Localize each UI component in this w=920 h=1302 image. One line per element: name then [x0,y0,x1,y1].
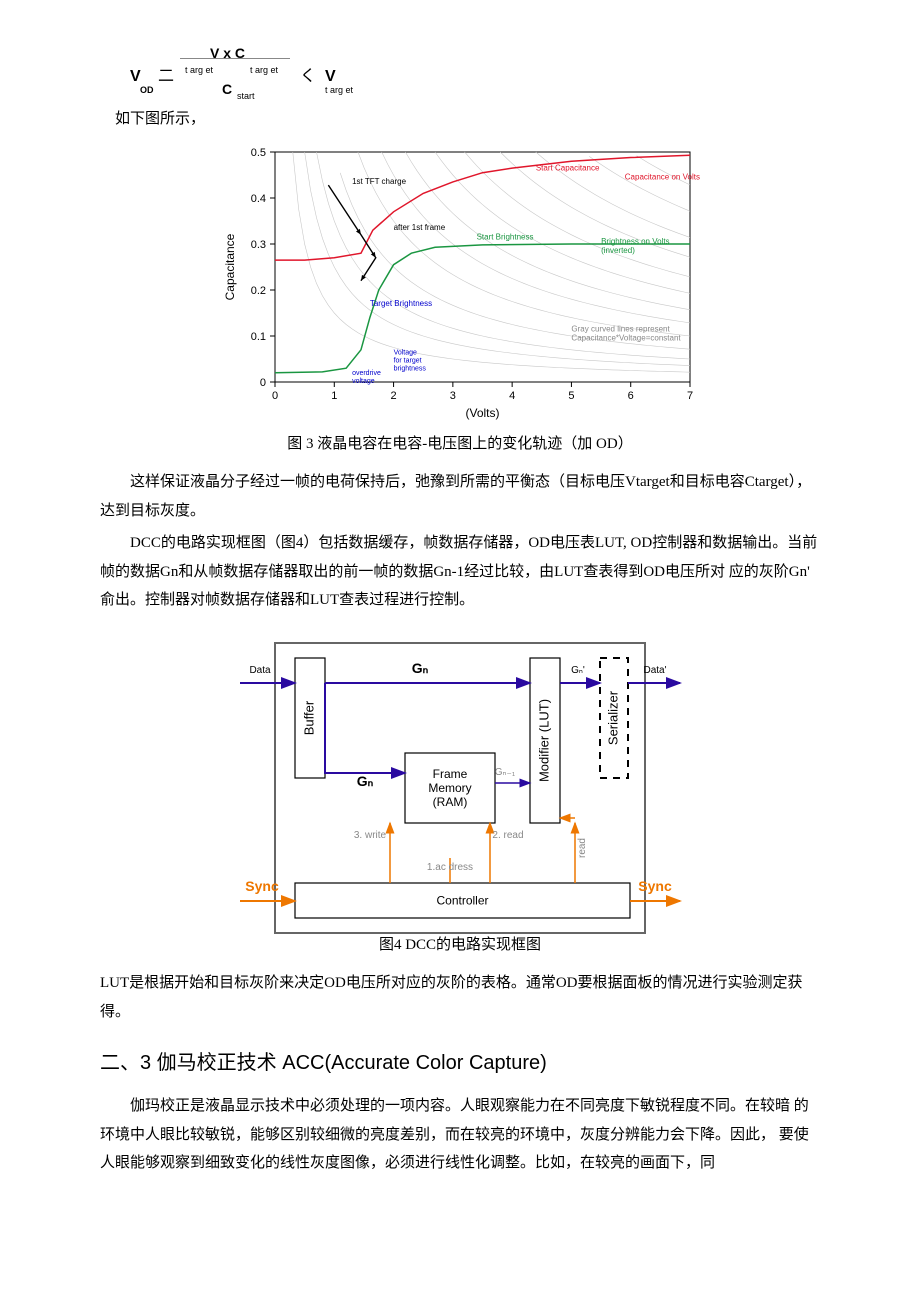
svg-text:0.4: 0.4 [251,193,266,205]
svg-text:Voltage: Voltage [394,349,417,356]
svg-text:0.3: 0.3 [251,239,266,251]
formula-start: start [237,88,255,105]
svg-text:after 1st frame: after 1st frame [394,223,446,232]
svg-text:Frame: Frame [433,767,468,781]
svg-text:Target Brightness: Target Brightness [370,299,432,308]
intro-text: 如下图所示， [100,105,820,134]
figure-3-caption: 图 3 液晶电容在电容-电压图上的变化轨迹（加 OD） [100,430,820,459]
svg-text:4: 4 [509,390,515,402]
svg-text:0.1: 0.1 [251,331,266,343]
svg-text:Memory: Memory [428,781,471,795]
svg-text:7: 7 [687,390,693,402]
svg-text:1st TFT charge: 1st TFT charge [352,177,407,186]
svg-text:Capacitance: Capacitance [223,233,237,300]
svg-text:Data: Data [249,665,271,676]
formula-od-sub: OD [140,82,154,99]
svg-text:0: 0 [272,390,278,402]
svg-text:5: 5 [568,390,574,402]
svg-text:Sync: Sync [638,878,672,894]
svg-text:2. read: 2. read [492,830,523,841]
svg-text:0.2: 0.2 [251,285,266,297]
svg-text:Gₙ: Gₙ [357,773,374,789]
svg-text:overdrive: overdrive [352,370,381,377]
figure-4-diagram: Buffer FrameMemory(RAM) Modifier (LUT) Seri… [100,623,820,943]
svg-text:Sync: Sync [245,878,279,894]
svg-text:Start Capacitance: Start Capacitance [536,163,600,172]
svg-text:1.ac dress: 1.ac dress [427,862,473,873]
svg-text:(Volts): (Volts) [465,406,499,420]
svg-text:Start Brightness: Start Brightness [477,232,534,241]
svg-text:Capacitance on Volts: Capacitance on Volts [625,172,700,181]
svg-text:0.5: 0.5 [251,147,266,159]
svg-text:1: 1 [331,390,337,402]
svg-text:for target: for target [394,357,422,364]
svg-text:Gray curved lines represent: Gray curved lines represent [571,324,670,333]
svg-text:(RAM): (RAM) [433,795,468,809]
figure-4-caption: 图4 DCC的电路实现框图 [100,931,820,960]
paragraph-2: DCC的电路实现框图（图4）包括数据缓存，帧数据存储器，OD电压表LUT, OD… [100,529,820,615]
paragraph-3: LUT是根据开始和目标灰阶来决定OD电压所对应的灰阶的表格。通常OD要根据面板的… [100,969,820,1026]
svg-text:(inverted): (inverted) [601,246,635,255]
svg-text:6: 6 [628,390,634,402]
paragraph-4: 伽玛校正是液晶显示技术中必须处理的一项内容。人眼观察能力在不同亮度下敏锐程度不同… [100,1092,820,1178]
svg-text:0: 0 [260,377,266,389]
svg-text:voltage: voltage [352,378,375,385]
svg-text:Controller: Controller [436,893,488,907]
formula: V x C V 二 t arg et t arg et く V OD C sta… [100,40,820,100]
formula-num-prefix: V x C [210,40,245,67]
svg-text:Serializer: Serializer [605,690,620,745]
svg-text:Buffer: Buffer [301,700,316,735]
section-title: 二、3 伽马校正技术 ACC(Accurate Color Capture) [100,1044,820,1082]
svg-text:brightness: brightness [394,365,427,372]
svg-text:3. write: 3. write [354,830,387,841]
formula-sub1: t arg et [185,62,213,79]
formula-lt: く [300,62,316,92]
svg-text:Gₙ: Gₙ [412,660,429,676]
svg-text:Gₙ': Gₙ' [571,665,585,676]
svg-text:Capacitance*Voltage=constant: Capacitance*Voltage=constant [571,333,681,342]
svg-text:Data': Data' [643,665,666,676]
formula-target-sub: t arg et [325,82,353,99]
formula-c: C [222,76,232,103]
svg-text:Modifier (LUT): Modifier (LUT) [536,698,551,781]
svg-text:2: 2 [391,390,397,402]
svg-text:Gₙ₋₁: Gₙ₋₁ [495,767,516,778]
formula-eq: 二 [158,62,174,92]
paragraph-1: 这样保证液晶分子经过一帧的电荷保持后，弛豫到所需的平衡态（目标电压Vtarget… [100,468,820,525]
svg-text:read: read [577,837,588,857]
figure-3-chart: 0 1 2 3 4 5 6 7 0 0.1 0.2 0.3 0.4 0.5 (Volts) Capacitan… [100,142,820,422]
svg-text:3: 3 [450,390,456,402]
svg-text:Brightness on Volts: Brightness on Volts [601,237,669,246]
formula-sub2: t arg et [250,62,278,79]
